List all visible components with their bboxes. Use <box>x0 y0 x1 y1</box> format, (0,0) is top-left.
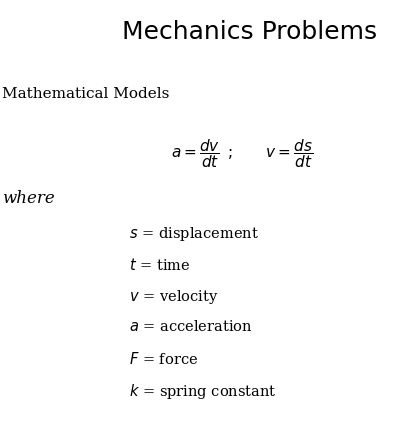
Text: $a$ = acceleration: $a$ = acceleration <box>129 319 253 334</box>
Text: $F$ = force: $F$ = force <box>129 351 198 367</box>
Text: $s$ = displacement: $s$ = displacement <box>129 225 259 243</box>
Text: where: where <box>2 190 55 207</box>
Text: $k$ = spring constant: $k$ = spring constant <box>129 382 276 401</box>
Text: $v$ = velocity: $v$ = velocity <box>129 288 218 306</box>
Text: Mechanics Problems: Mechanics Problems <box>122 20 378 44</box>
Text: $t$ = time: $t$ = time <box>129 257 191 273</box>
Text: $a = \dfrac{dv}{dt}\;\; ; \qquad v = \dfrac{ds}{dt}$: $a = \dfrac{dv}{dt}\;\; ; \qquad v = \df… <box>171 138 313 170</box>
Text: Mathematical Models: Mathematical Models <box>2 87 169 101</box>
